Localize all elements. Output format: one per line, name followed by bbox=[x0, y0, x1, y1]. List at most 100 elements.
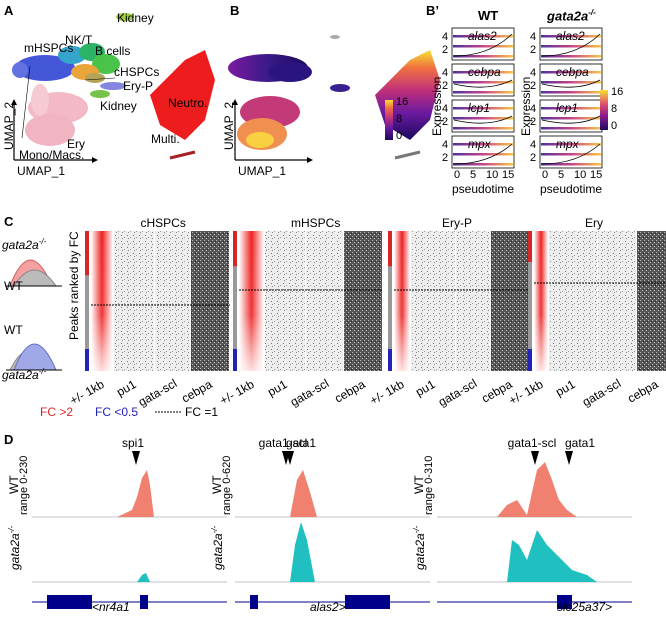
gene-label-mpx: mpx bbox=[468, 137, 491, 151]
heatmap-gata-scl bbox=[598, 231, 636, 371]
expression-dot-band bbox=[541, 163, 601, 166]
cluster-label-chspcs: cHSPCs bbox=[114, 65, 160, 79]
bp-colorbar-tick-8: 8 bbox=[611, 103, 618, 115]
expression-dot-band bbox=[541, 91, 601, 94]
expression-dot-band bbox=[541, 107, 601, 110]
heatmap-group-title: mHSPCs bbox=[291, 216, 341, 230]
gene-label-alas2: alas2 bbox=[468, 29, 497, 43]
bp-ytick: 2 bbox=[530, 80, 537, 92]
motif-marker bbox=[132, 451, 140, 465]
panel-label-d: D bbox=[4, 432, 14, 447]
expression-dot-band bbox=[541, 35, 601, 38]
bp-colorbar-tick-16: 16 bbox=[611, 86, 624, 98]
gene-name: slc25a37> bbox=[557, 600, 613, 614]
bp-ytick: 2 bbox=[442, 152, 449, 164]
expression-colorbar bbox=[600, 90, 608, 130]
expression-dot-band bbox=[541, 45, 601, 48]
heatmap-group-title: Ery bbox=[585, 216, 603, 230]
umap-b-xaxis-label: UMAP_1 bbox=[238, 164, 287, 178]
mut-signal bbox=[32, 573, 150, 582]
track-range: range 0-620 bbox=[221, 455, 233, 515]
illus-wt-bottom: WT bbox=[4, 323, 23, 337]
heatmap-cebpa bbox=[491, 231, 529, 371]
panel-label-bp: B’ bbox=[426, 3, 439, 18]
panel-label-b: B bbox=[230, 3, 240, 18]
expression-dot-band bbox=[453, 45, 513, 48]
bp-xtick: 10 bbox=[574, 169, 587, 181]
bp-ytick: 2 bbox=[530, 152, 537, 164]
bp-ytick: 4 bbox=[530, 139, 537, 151]
heatmap-gata-scl bbox=[306, 231, 343, 371]
bp-xtick: 5 bbox=[558, 169, 565, 181]
track-mut-label: gata2a-/- bbox=[210, 525, 225, 570]
motif-label: gata1 bbox=[286, 436, 317, 450]
heatmap-gata-scl bbox=[155, 231, 190, 371]
expression-dot-band bbox=[541, 55, 601, 58]
motif-label: spi1 bbox=[121, 436, 144, 450]
expression-dot-band bbox=[453, 91, 513, 94]
expression-dot-band bbox=[541, 127, 601, 130]
expression-dot-band bbox=[453, 163, 513, 166]
expression-dot-band bbox=[453, 71, 513, 74]
cluster-label-ery: Ery bbox=[67, 137, 85, 151]
motif-marker bbox=[531, 451, 539, 465]
bp-ytick: 2 bbox=[442, 80, 449, 92]
bp-ytick: 2 bbox=[530, 116, 537, 128]
exon bbox=[345, 595, 390, 609]
heatmap-pu1 bbox=[265, 231, 305, 371]
legend-fc-up: FC >2 bbox=[40, 405, 74, 419]
bp-xtick: 5 bbox=[470, 169, 477, 181]
exon bbox=[250, 595, 258, 609]
bp-ytick: 4 bbox=[442, 31, 449, 43]
expression-dot-band bbox=[453, 127, 513, 130]
expression-dot-band bbox=[541, 153, 601, 156]
mut-signal bbox=[235, 522, 315, 582]
bp-ytick: 4 bbox=[442, 103, 449, 115]
heatmap-pu1 bbox=[114, 231, 154, 371]
expression-dot-band bbox=[453, 55, 513, 58]
wt-signal bbox=[437, 462, 577, 517]
cluster-label-kidney-bottom: Kidney bbox=[100, 99, 137, 113]
expression-dot-band bbox=[541, 81, 601, 84]
bp-ytick: 2 bbox=[442, 116, 449, 128]
heatmap-group-title: cHSPCs bbox=[140, 216, 186, 230]
track-range: range 0-230 bbox=[18, 455, 30, 515]
bp-xtick: 0 bbox=[542, 169, 549, 181]
legend-fc-down: FC <0.5 bbox=[95, 405, 139, 419]
illus-mut-bottom: gata2a-/- bbox=[2, 367, 47, 382]
bp-colorbar-tick-0: 0 bbox=[611, 120, 618, 132]
bp-ytick: 4 bbox=[442, 139, 449, 151]
exon bbox=[47, 595, 92, 609]
bp-ytick: 4 bbox=[530, 67, 537, 79]
bp-ytick: 2 bbox=[530, 44, 537, 56]
bp-ytick: 4 bbox=[530, 31, 537, 43]
umap-colorbar bbox=[385, 100, 393, 140]
bp-xtick: 15 bbox=[590, 169, 603, 181]
heatmap-pu1 bbox=[411, 231, 455, 371]
gene-label-alas2: alas2 bbox=[556, 29, 585, 43]
motif-marker bbox=[565, 451, 573, 465]
cluster-label-mhspcs: mHSPCs bbox=[24, 41, 74, 55]
gene-name: <nr4a1 bbox=[92, 600, 130, 614]
bp-col-mut: gata2a-/- bbox=[547, 8, 596, 24]
expression-dot-band bbox=[453, 81, 513, 84]
panel-label-a: A bbox=[4, 3, 14, 18]
bp-col-wt: WT bbox=[478, 8, 499, 23]
heatmap-pu1 bbox=[549, 231, 597, 371]
gene-label-cebpa: cebpa bbox=[468, 65, 501, 79]
heatmap-gata-scl bbox=[456, 231, 490, 371]
expression-dot-band bbox=[453, 107, 513, 110]
illus-wt-top: WT bbox=[4, 279, 23, 293]
motif-marker bbox=[286, 451, 294, 465]
bp-ytick: 4 bbox=[530, 103, 537, 115]
expression-dot-band bbox=[453, 35, 513, 38]
exon bbox=[557, 595, 572, 609]
track-mut-label: gata2a-/- bbox=[412, 525, 427, 570]
exon bbox=[140, 595, 148, 609]
gene-label-lcp1: lcp1 bbox=[468, 101, 491, 115]
bp-xlabel-wt: pseudotime bbox=[452, 182, 515, 196]
